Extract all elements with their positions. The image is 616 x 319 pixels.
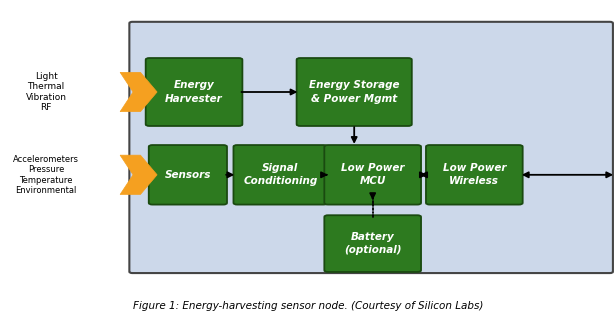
Text: Accelerometers
Pressure
Temperature
Environmental: Accelerometers Pressure Temperature Envi…	[13, 155, 79, 195]
FancyBboxPatch shape	[324, 215, 421, 272]
Text: Sensors: Sensors	[164, 170, 211, 180]
FancyBboxPatch shape	[296, 58, 411, 126]
Polygon shape	[120, 72, 157, 112]
FancyBboxPatch shape	[146, 58, 243, 126]
FancyBboxPatch shape	[233, 145, 327, 204]
Polygon shape	[120, 155, 157, 195]
Text: Low Power
Wireless: Low Power Wireless	[442, 163, 506, 186]
Text: Energy
Harvester: Energy Harvester	[165, 80, 223, 104]
Text: Low Power
MCU: Low Power MCU	[341, 163, 405, 186]
Text: Figure 1: Energy-harvesting sensor node. (Courtesy of Silicon Labs): Figure 1: Energy-harvesting sensor node.…	[133, 301, 483, 311]
FancyBboxPatch shape	[149, 145, 227, 204]
Text: Battery
(optional): Battery (optional)	[344, 232, 402, 255]
FancyBboxPatch shape	[324, 145, 421, 204]
FancyBboxPatch shape	[426, 145, 523, 204]
Text: Energy Storage
& Power Mgmt: Energy Storage & Power Mgmt	[309, 80, 399, 104]
Text: Signal
Conditioning: Signal Conditioning	[243, 163, 317, 186]
FancyBboxPatch shape	[129, 22, 613, 273]
Text: Light
Thermal
Vibration
RF: Light Thermal Vibration RF	[26, 72, 67, 112]
